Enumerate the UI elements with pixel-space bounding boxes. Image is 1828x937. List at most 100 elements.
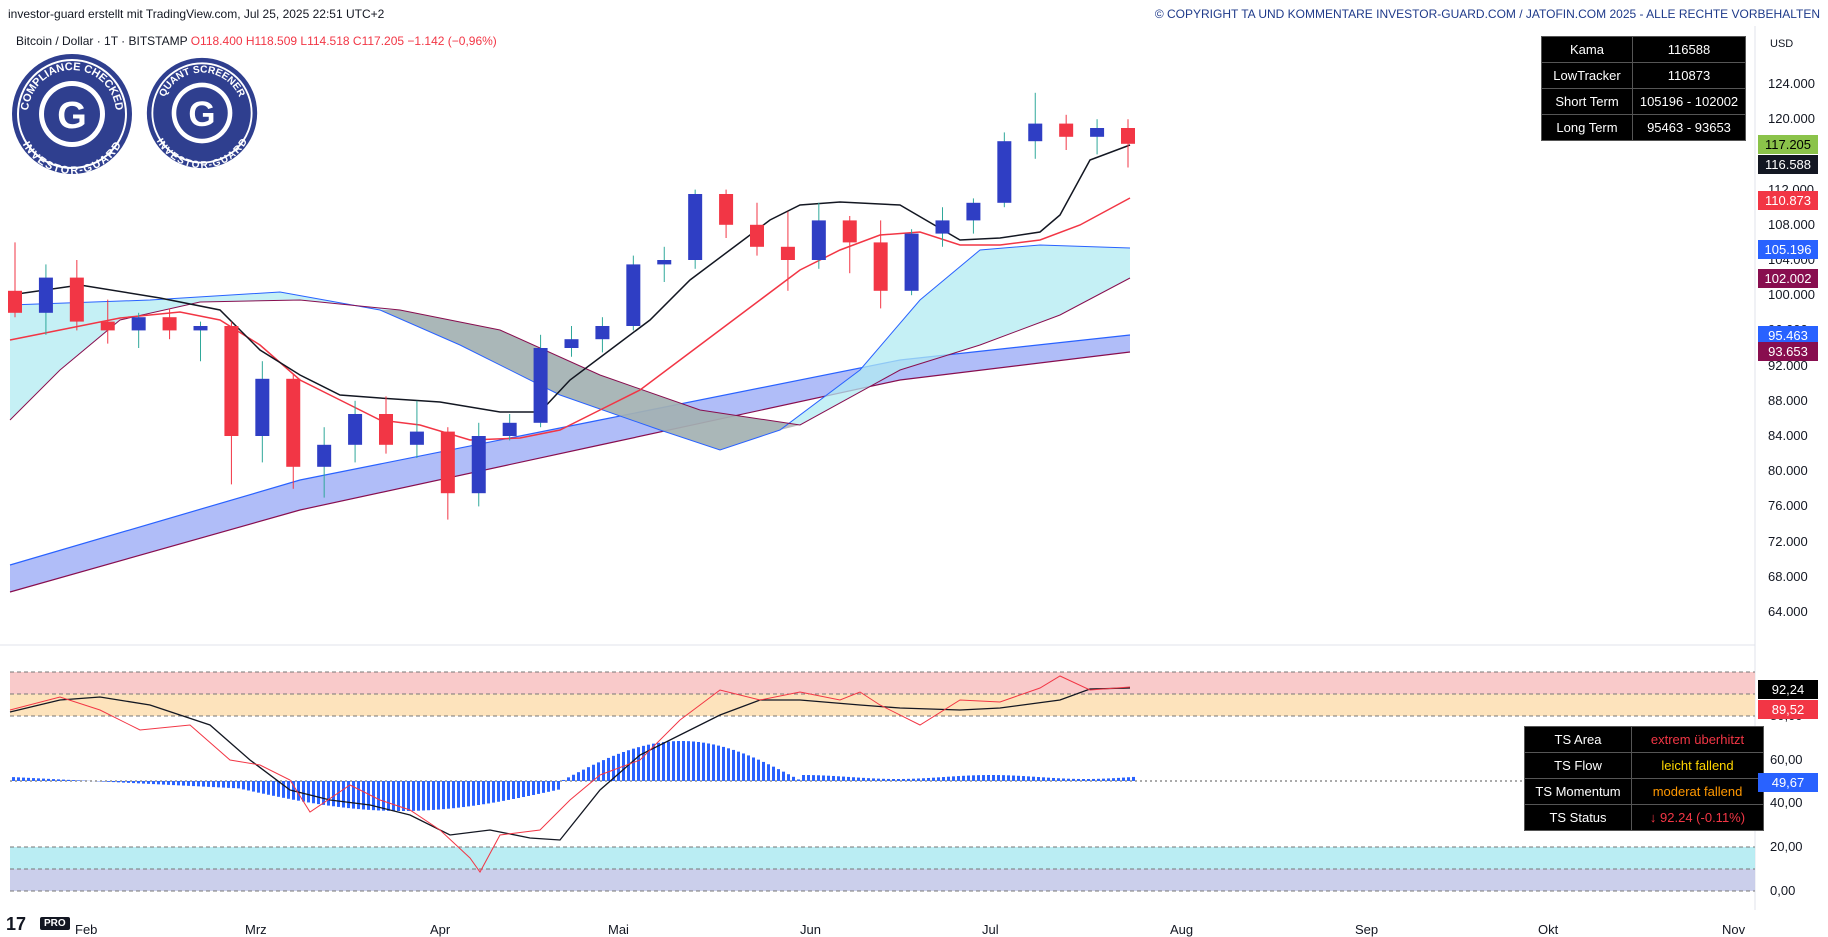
ts-status-value: ↓ 92.24 (-0.11%) <box>1631 804 1764 831</box>
price-tick: 108.000 <box>1768 216 1815 232</box>
candle-body <box>842 220 857 243</box>
candle-body <box>811 220 826 260</box>
histogram-bar <box>1012 775 1015 781</box>
candle-body <box>780 246 795 260</box>
histogram-bar <box>637 747 640 781</box>
ohlc-low: L114.518 <box>300 34 350 48</box>
histogram-bar <box>982 775 985 781</box>
short-term-cloud <box>10 245 1130 450</box>
ts-label: TS Status <box>1524 804 1632 831</box>
histogram-bar <box>17 777 20 781</box>
histogram-bar <box>1117 777 1120 781</box>
histogram-bar <box>732 749 735 781</box>
price-tick: 84.000 <box>1768 428 1808 443</box>
histogram-bar <box>162 781 165 785</box>
candle-body <box>100 321 115 331</box>
histogram-bar <box>987 775 990 781</box>
osc-zone-hot <box>10 694 1755 716</box>
histogram-bar <box>787 774 790 781</box>
price-tick: 88.000 <box>1768 392 1808 408</box>
month-label: Mrz <box>245 922 267 937</box>
histogram-bar <box>877 778 880 781</box>
price-tag: 110.873 <box>1758 190 1818 210</box>
currency-label[interactable]: USD <box>1770 38 1794 50</box>
candle-body <box>750 224 764 247</box>
kama-line <box>9 144 1131 413</box>
histogram-bar <box>772 766 775 781</box>
histogram-bar <box>137 781 140 784</box>
histogram-bar <box>1122 777 1125 781</box>
candle-body <box>224 326 239 436</box>
histogram-bar <box>382 781 385 811</box>
candle-body <box>595 326 610 340</box>
histogram-bar <box>247 781 250 791</box>
histogram-bar <box>502 781 505 801</box>
histogram-bar <box>567 777 570 781</box>
histogram-bar <box>447 781 450 809</box>
month-label: Sep <box>1355 922 1379 937</box>
histogram-bar <box>592 764 595 781</box>
histogram-bar <box>72 780 75 781</box>
candle-body <box>657 260 672 265</box>
histogram-bar <box>272 781 275 796</box>
histogram-bar <box>932 777 935 781</box>
candle-body <box>255 378 270 436</box>
histogram-bar <box>492 781 495 803</box>
histogram-bar <box>182 781 185 786</box>
long-term-band <box>10 335 1130 592</box>
month-label: Aug <box>1170 922 1194 937</box>
histogram-bar <box>712 744 715 781</box>
candle-body <box>719 194 734 225</box>
histogram-bar <box>32 778 35 781</box>
histogram-bar <box>872 778 875 781</box>
histogram-bar <box>1037 777 1040 781</box>
histogram-bar <box>222 781 225 788</box>
osc-zone-extreme-cold <box>10 869 1755 891</box>
osc-tag: 49,67 <box>1758 773 1818 793</box>
histogram-bar <box>197 781 200 787</box>
histogram-bar <box>687 741 690 781</box>
histogram-bar <box>747 755 750 781</box>
price-tick: 92.000 <box>1768 357 1808 373</box>
histogram-bar <box>112 781 115 783</box>
candle-body <box>193 326 208 331</box>
price-tag: 116.588 <box>1758 154 1818 174</box>
histogram-bar <box>517 781 520 799</box>
histogram-bar <box>632 748 635 781</box>
histogram-bar <box>1107 778 1110 781</box>
histogram-bar <box>862 777 865 781</box>
histogram-bar <box>117 781 120 783</box>
tradingview-logo[interactable]: 17 <box>6 914 27 934</box>
ts-momentum-value: moderat fallend <box>1631 778 1764 805</box>
histogram-bar <box>342 781 345 808</box>
candle-body <box>8 290 22 313</box>
histogram-bar <box>587 767 590 781</box>
candle-body <box>1121 128 1135 144</box>
histogram-bar <box>937 777 940 781</box>
info-value: 95463 - 93653 <box>1632 114 1746 141</box>
histogram-bar <box>432 781 435 810</box>
histogram-bar <box>677 741 680 781</box>
histogram-bar <box>1112 778 1115 781</box>
histogram-bar <box>337 781 340 807</box>
ohlc-change: −1.142 (−0,96%) <box>407 34 497 48</box>
histogram-bar <box>287 781 290 799</box>
histogram-bar <box>992 775 995 781</box>
histogram-bar <box>497 781 500 802</box>
histogram-bar <box>707 743 710 781</box>
osc-zone-cold <box>10 847 1755 869</box>
osc-tick: 40,00 <box>1770 795 1803 811</box>
histogram-bar <box>967 775 970 781</box>
compliance-checked-badge: G COMPLIANCE CHECKED INVESTOR-GUARD <box>12 54 132 176</box>
histogram-bar <box>1082 778 1085 781</box>
histogram-bar <box>507 781 510 800</box>
candle-body <box>904 233 919 291</box>
symbol-legend[interactable]: Bitcoin / Dollar · 1T · BITSTAMP O118.40… <box>16 34 497 48</box>
histogram-bar <box>42 778 45 781</box>
histogram-bar <box>457 781 460 808</box>
histogram-bar <box>132 781 135 784</box>
histogram-bar <box>922 778 925 781</box>
histogram-bar <box>667 741 670 781</box>
pro-badge: PRO <box>40 917 70 930</box>
